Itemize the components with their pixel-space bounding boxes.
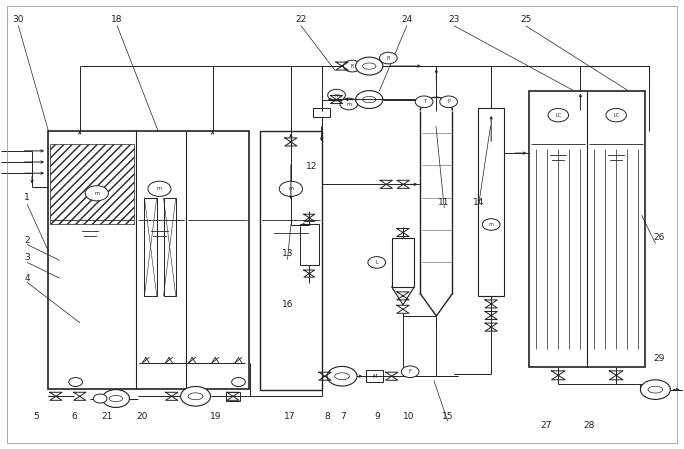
Circle shape [279,181,302,196]
Bar [392,238,415,287]
Circle shape [482,219,500,230]
Text: 8: 8 [324,412,330,421]
Circle shape [415,96,433,108]
Bar [478,109,504,296]
Bar [144,198,157,296]
Text: 18: 18 [111,15,123,24]
Text: 29: 29 [653,354,664,363]
Circle shape [93,394,107,403]
Circle shape [327,366,357,386]
Text: m: m [334,92,339,97]
Text: FI: FI [350,64,354,69]
Text: LC: LC [555,113,562,118]
Bar [49,131,249,389]
Text: 30: 30 [13,15,24,24]
Text: 28: 28 [583,421,594,430]
Text: LC: LC [613,113,619,118]
Text: 6: 6 [71,412,77,421]
Text: 16: 16 [282,300,293,309]
Text: 4: 4 [25,273,30,282]
Text: 3: 3 [25,254,30,263]
Text: 9: 9 [375,412,380,421]
Bar [226,392,240,401]
Text: 12: 12 [306,162,317,171]
Circle shape [69,378,83,387]
Circle shape [232,378,246,387]
Text: 19: 19 [210,412,222,421]
Text: 27: 27 [540,421,552,430]
Circle shape [148,181,171,196]
Text: 22: 22 [295,15,306,24]
Text: T: T [423,99,425,104]
Text: m: m [157,186,162,191]
Text: m: m [94,191,99,196]
Circle shape [368,257,386,268]
Circle shape [356,57,383,75]
Text: 15: 15 [442,412,453,421]
Text: 7: 7 [341,412,346,421]
Text: FI: FI [386,56,391,61]
Circle shape [402,366,419,378]
Text: 5: 5 [34,412,39,421]
Circle shape [606,109,627,122]
Bar [300,224,319,264]
Circle shape [86,186,108,201]
Bar [366,370,383,382]
Text: m: m [489,222,494,227]
Bar [260,131,321,390]
Text: 1: 1 [25,193,30,202]
Circle shape [440,96,458,108]
Bar [529,91,645,367]
Text: 11: 11 [438,198,450,207]
Bar [163,198,176,296]
Text: P: P [447,99,450,104]
Circle shape [181,387,211,406]
Circle shape [340,98,358,110]
Text: 20: 20 [137,412,148,421]
Text: 24: 24 [401,15,412,24]
Text: L: L [376,260,378,265]
Circle shape [343,60,361,72]
Text: 14: 14 [473,198,484,207]
Text: 17: 17 [284,412,295,421]
Bar [51,144,133,224]
Text: 21: 21 [101,412,113,421]
Bar [313,109,330,117]
Text: M: M [372,374,377,379]
Text: 25: 25 [521,15,531,24]
Circle shape [380,52,397,64]
Text: F: F [409,369,412,374]
Circle shape [548,109,568,122]
Circle shape [640,380,670,400]
Circle shape [328,89,345,101]
Text: 2: 2 [25,236,30,245]
Circle shape [356,91,383,109]
Text: 10: 10 [403,412,415,421]
Text: m: m [289,186,293,191]
Text: 13: 13 [282,249,293,258]
Text: m: m [346,101,352,106]
Text: 26: 26 [653,233,664,242]
Text: 23: 23 [449,15,460,24]
Circle shape [102,390,129,407]
